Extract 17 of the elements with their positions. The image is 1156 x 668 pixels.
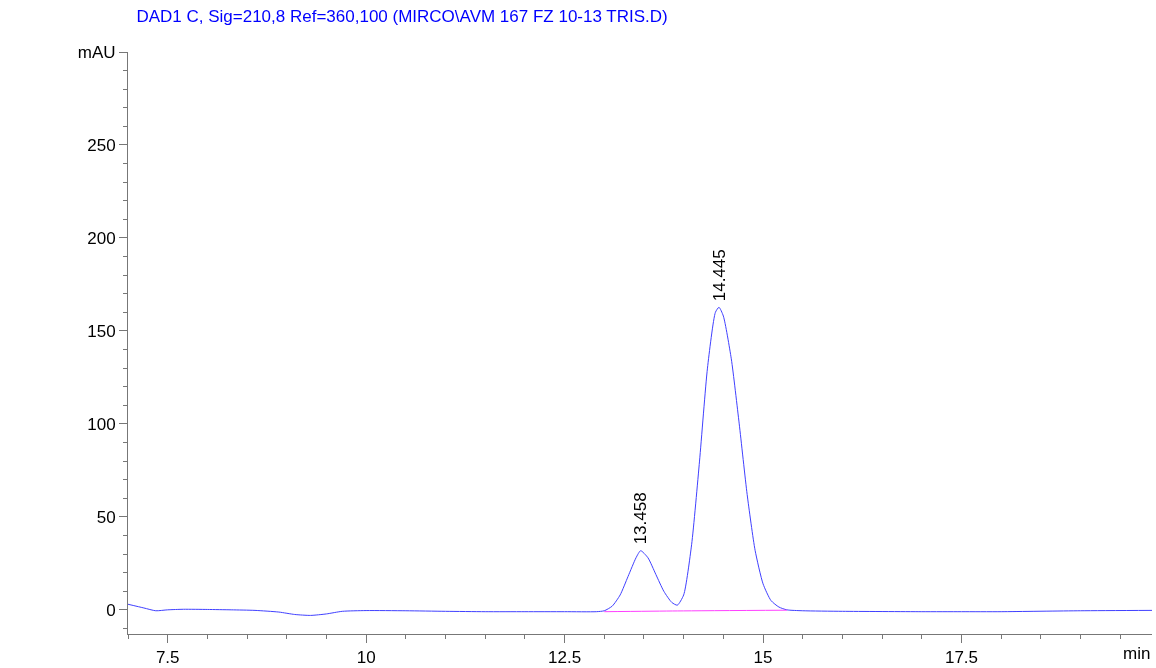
y-tick-label: 50 [96, 507, 116, 527]
x-tick-label: 12.5 [548, 648, 582, 668]
x-axis-title: min [1123, 644, 1151, 663]
x-tick-label: 7.5 [155, 648, 180, 668]
y-tick-label: 150 [87, 321, 116, 341]
x-tick-label: 10 [356, 648, 376, 668]
annotation: 13.458 [630, 492, 650, 545]
y-tick-label: mAU [77, 42, 116, 62]
annotation: 14.445 [709, 249, 729, 302]
y-tick-label: 250 [87, 135, 116, 155]
line-series [128, 306, 1152, 616]
y-tick-label: 200 [87, 228, 116, 248]
chart-title: DAD1 C, Sig=210,8 Ref=360,100 (MIRCO\AVM 167 FZ 10-13 TRIS.D) [136, 6, 668, 26]
y-tick-label: 100 [87, 414, 116, 434]
y-tick-label: 0 [106, 600, 116, 620]
x-tick-label: 15 [753, 648, 773, 668]
x-tick-label: 17.5 [944, 648, 979, 668]
